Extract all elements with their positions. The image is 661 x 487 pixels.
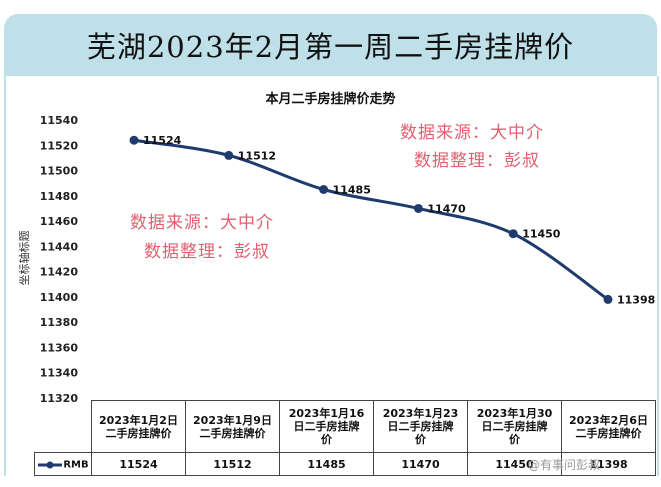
data-table-value-row: RMB 11524 11512 11485 11470 11450 11398 xyxy=(34,452,656,476)
data-point-5 xyxy=(508,229,518,239)
y-tick-label-9: 11500 xyxy=(40,165,79,178)
table-header-1: 2023年1月2日 二手房挂牌价 xyxy=(91,400,186,453)
data-point-6 xyxy=(603,294,613,304)
legend-label: RMB xyxy=(63,459,89,470)
y-tick-label-5: 11420 xyxy=(40,266,79,279)
legend-swatch xyxy=(38,461,63,468)
chart-title: 本月二手房挂牌价走势 xyxy=(265,92,396,107)
series-points xyxy=(129,135,613,304)
table-value-6: 11398 xyxy=(561,452,656,476)
y-tick-label-7: 11460 xyxy=(40,215,79,228)
data-label-1: 11524 xyxy=(143,134,182,147)
data-label-4: 11470 xyxy=(427,202,466,215)
table-value-2: 11512 xyxy=(185,452,280,476)
y-tick-label-2: 11360 xyxy=(40,341,79,354)
watermark-editor-2: 数据整理：彭叔 xyxy=(144,242,270,262)
table-corner-cell xyxy=(34,400,92,453)
title-banner: 芜湖2023年2月第一周二手房挂牌价 xyxy=(4,14,657,76)
data-point-2 xyxy=(224,150,234,160)
y-axis-ticks: 1132011340113601138011400114201144011460… xyxy=(40,114,79,405)
data-point-4 xyxy=(413,203,423,213)
watermark-source-2: 数据来源：大中介 xyxy=(130,213,274,233)
table-header-4: 2023年1月23 日二手房挂牌价 xyxy=(373,400,468,453)
watermark-editor-1: 数据整理：彭叔 xyxy=(414,151,540,171)
table-value-1: 11524 xyxy=(91,452,186,476)
data-label-6: 11398 xyxy=(617,293,655,306)
data-point-1 xyxy=(129,135,139,145)
data-table: 2023年1月2日 二手房挂牌价 2023年1月9日 二手房挂牌价 2023年1月1… xyxy=(34,400,656,476)
y-tick-label-4: 11400 xyxy=(40,291,79,304)
watermark-source-1: 数据来源：大中介 xyxy=(400,123,544,143)
table-header-5: 2023年1月30 日二手房挂牌价 xyxy=(467,400,562,453)
data-table-header-row: 2023年1月2日 二手房挂牌价 2023年1月9日 二手房挂牌价 2023年1月1… xyxy=(34,400,656,453)
series-line-rmb xyxy=(133,138,609,301)
y-tick-label-11: 11540 xyxy=(40,114,79,127)
series-line xyxy=(133,138,609,301)
y-tick-label-8: 11480 xyxy=(40,190,79,203)
y-tick-label-6: 11440 xyxy=(40,240,79,253)
legend-cell: RMB xyxy=(34,452,92,476)
table-header-2: 2023年1月9日 二手房挂牌价 xyxy=(185,400,280,453)
data-point-3 xyxy=(319,185,329,194)
table-header-3: 2023年1月16 日二手房挂牌价 xyxy=(279,400,374,453)
y-tick-label-10: 11520 xyxy=(40,139,79,152)
table-header-6: 2023年2月6日 二手房挂牌价 xyxy=(561,400,656,453)
y-tick-label-3: 11380 xyxy=(40,316,79,329)
data-label-2: 11512 xyxy=(238,149,276,162)
table-value-3: 11485 xyxy=(279,452,374,476)
table-value-5: 11450 xyxy=(467,452,562,476)
source-credit: @有事问彭叔 xyxy=(528,458,601,472)
banner-title: 芜湖2023年2月第一周二手房挂牌价 xyxy=(86,30,575,64)
data-label-5: 11450 xyxy=(522,228,561,241)
data-label-3: 11485 xyxy=(333,184,371,197)
data-labels: 11524 11512 11485 11470 11450 11398 xyxy=(143,134,655,306)
table-value-4: 11470 xyxy=(373,452,468,476)
y-tick-label-1: 11340 xyxy=(40,367,79,380)
